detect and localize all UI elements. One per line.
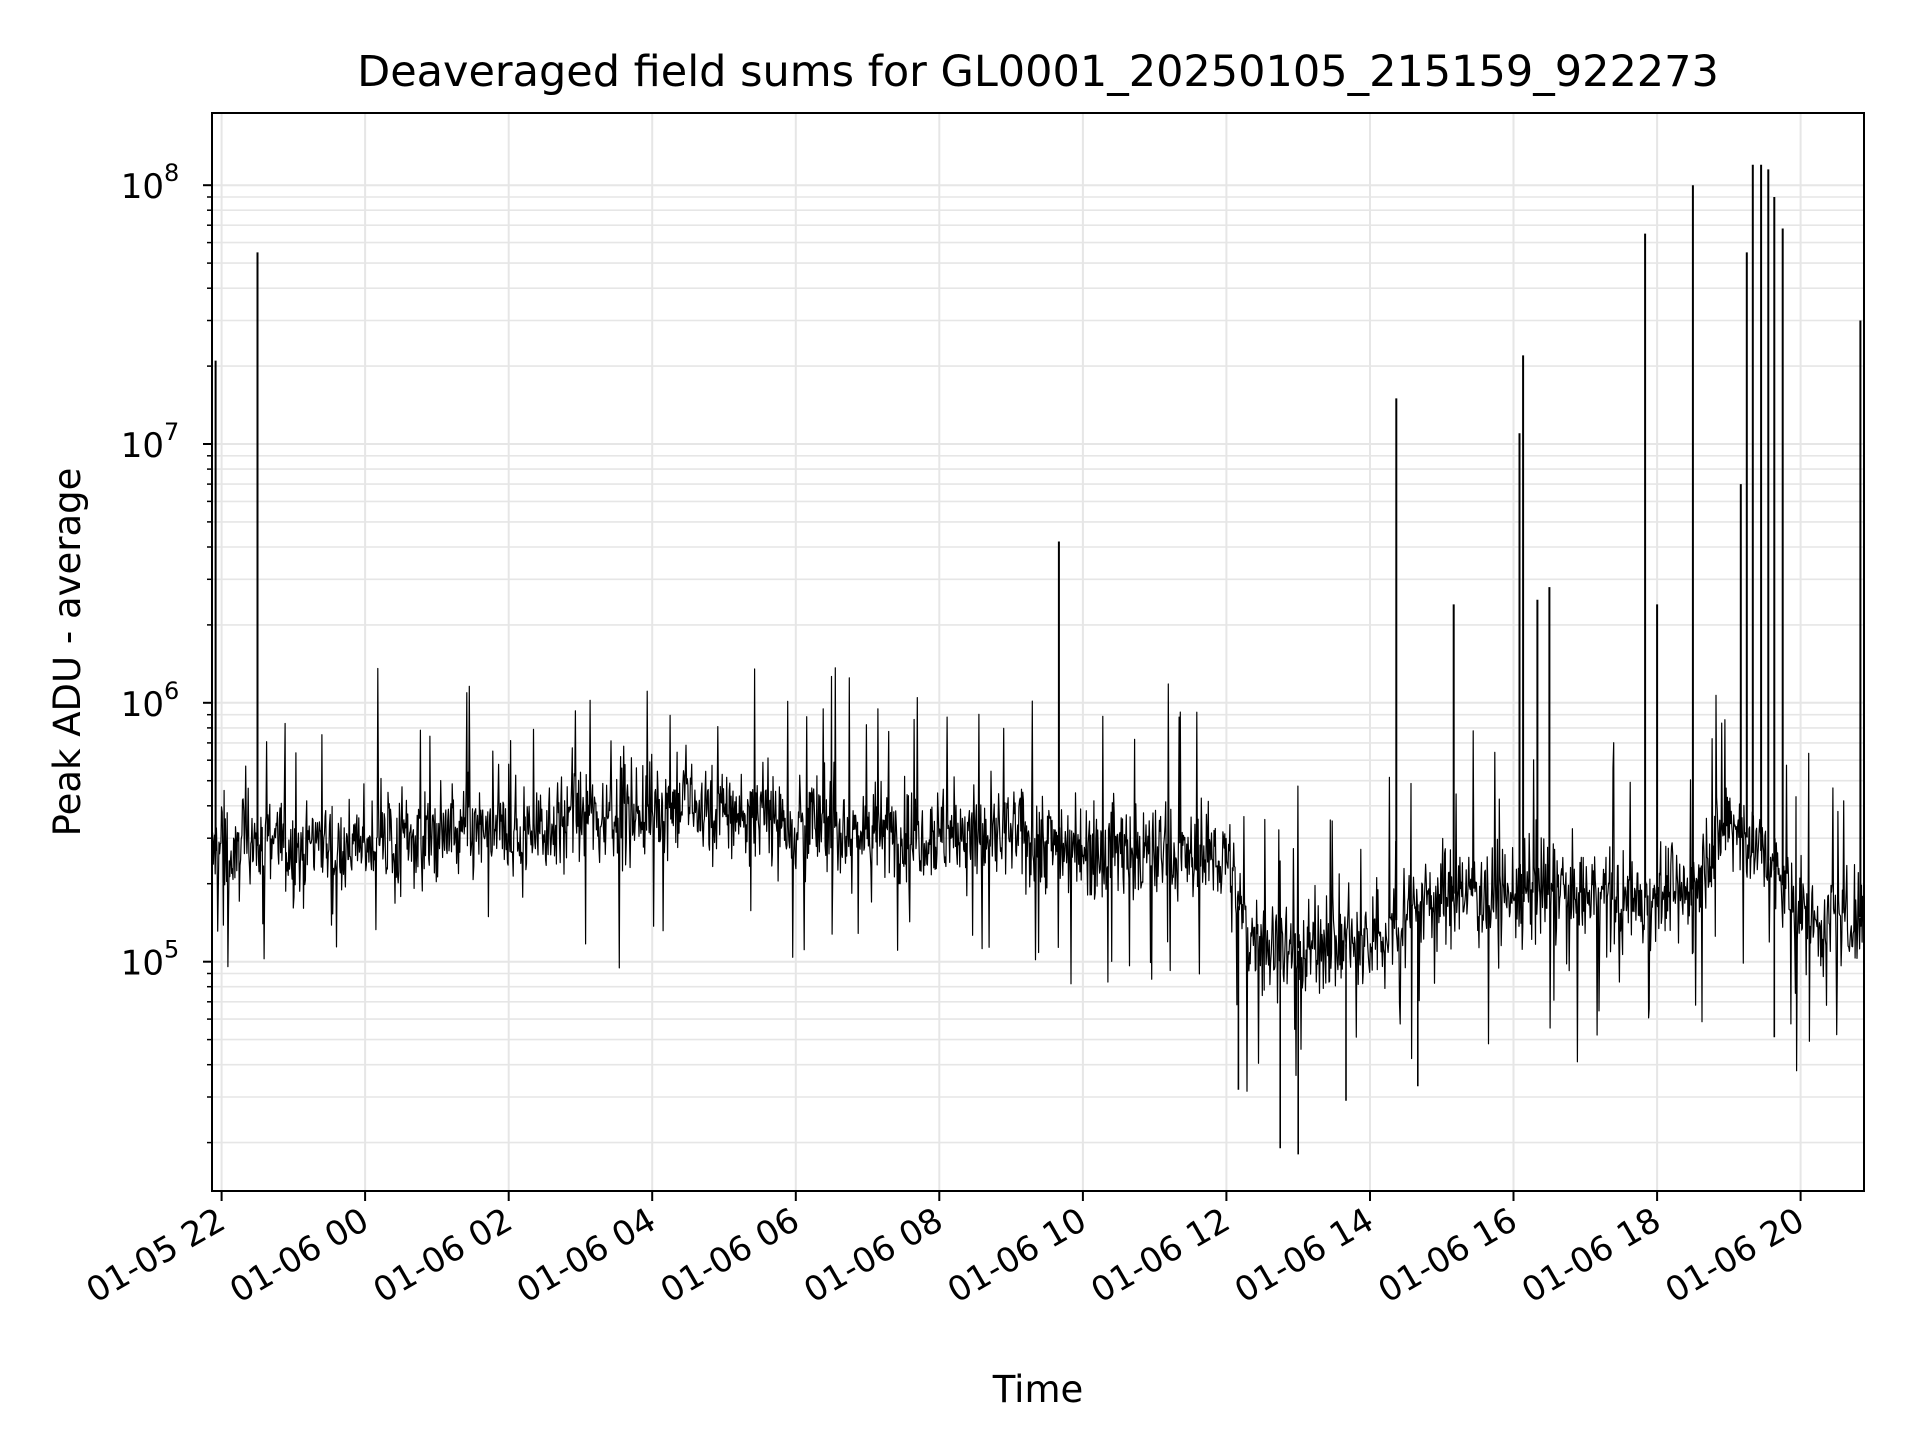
y-tick-exponent: 7 — [164, 418, 179, 446]
x-tick-label: 01-06 16 — [1372, 1200, 1524, 1311]
y-tick-label: 10 — [121, 685, 164, 725]
y-axis-label: Peak ADU - average — [46, 468, 89, 837]
y-tick-label: 10 — [121, 167, 164, 207]
plot-frame — [211, 112, 1865, 1192]
x-tick-label: 01-05 22 — [80, 1200, 232, 1311]
series-line — [211, 667, 1865, 1092]
y-tick-exponent: 6 — [164, 677, 179, 705]
y-tick-exponent: 5 — [164, 936, 179, 964]
x-tick-label: 01-06 04 — [510, 1200, 662, 1311]
x-tick-label: 01-06 08 — [797, 1200, 949, 1311]
x-axis-label: Time — [992, 1368, 1084, 1411]
x-tick-label: 01-06 06 — [654, 1200, 806, 1311]
x-tick-label: 01-06 00 — [223, 1200, 375, 1311]
x-tick-label: 01-06 02 — [367, 1200, 519, 1311]
y-tick-label: 10 — [121, 426, 164, 466]
y-tick-label: 10 — [121, 944, 164, 984]
x-tick-label: 01-06 20 — [1659, 1200, 1811, 1311]
x-tick-label: 01-06 14 — [1228, 1200, 1380, 1311]
grid — [212, 113, 1864, 1191]
x-tick-label: 01-06 18 — [1515, 1200, 1667, 1311]
x-tick-label: 01-06 10 — [941, 1200, 1093, 1311]
y-tick-exponent: 8 — [164, 159, 179, 187]
chart-title: Deaveraged field sums for GL0001_2025010… — [357, 47, 1719, 97]
series-layer — [211, 164, 1865, 1155]
x-tick-label: 01-06 12 — [1085, 1200, 1237, 1311]
